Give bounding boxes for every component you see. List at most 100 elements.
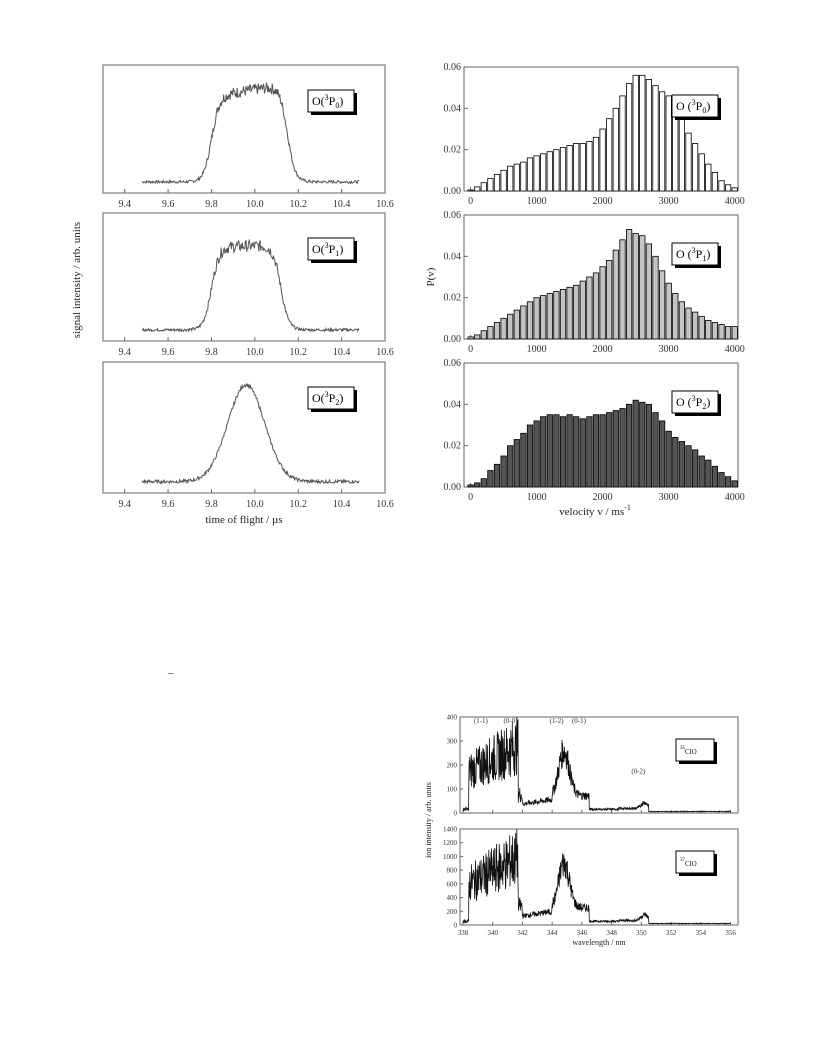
- bar: [553, 291, 560, 340]
- x-tick-label: 344: [547, 929, 558, 937]
- bar: [678, 441, 686, 488]
- bar: [606, 118, 613, 192]
- x-tick-label: 342: [517, 929, 528, 937]
- bar: [725, 476, 732, 488]
- bar: [500, 317, 507, 340]
- spectrum-frame: [459, 828, 739, 926]
- legend-sup: 3: [692, 246, 696, 255]
- bar: [665, 282, 672, 340]
- spectrum-trace: [462, 829, 731, 925]
- bar: [659, 91, 666, 192]
- y-tick-label: 0.06: [444, 358, 462, 369]
- x-tick-label: 4000: [725, 344, 745, 355]
- x-tick-label: 10.0: [246, 499, 264, 510]
- bar: [559, 147, 567, 192]
- legend-sup: 37: [680, 858, 686, 863]
- bar: [480, 478, 487, 488]
- bar: [553, 149, 560, 192]
- bar: [493, 174, 501, 192]
- x-tick-label: 9.6: [162, 499, 175, 510]
- spectrum-panel-37clo: 338 340 342 344 346 348 350 352 354 356 0 200 400 600…: [443, 826, 739, 947]
- x-tick-label: 2000: [593, 344, 613, 355]
- y-tick-label: 0.04: [444, 103, 462, 114]
- legend-box: [675, 850, 715, 874]
- tof-frame: [102, 361, 386, 494]
- bar: [474, 482, 481, 488]
- bar: [639, 235, 646, 340]
- bar: [606, 412, 613, 488]
- y-tick-label: 1000: [443, 853, 458, 861]
- x-tick-label: 354: [696, 929, 707, 937]
- bar: [705, 459, 712, 488]
- x-tick-label: 3000: [659, 492, 679, 503]
- bar: [731, 326, 738, 340]
- bar: [546, 293, 553, 340]
- bar: [467, 336, 474, 340]
- legend-label: O(3P0): [312, 93, 343, 110]
- y-tick-label: 600: [447, 880, 458, 888]
- legend-mid: P: [696, 247, 703, 261]
- bar: [626, 83, 633, 192]
- x-tick-label: 348: [606, 929, 617, 937]
- x-tick-label: 9.6: [162, 199, 175, 210]
- y-tick-label: 400: [447, 714, 458, 722]
- y-tick-label: 0.02: [444, 145, 462, 156]
- bar: [619, 95, 626, 192]
- band-annotation: (1-1): [474, 717, 489, 725]
- bar: [507, 445, 514, 488]
- x-tick-label: 1000: [527, 196, 547, 207]
- y-tick-label: 1400: [443, 826, 458, 834]
- bar: [731, 480, 738, 488]
- velocity-panel-p2: 0 1000 2000 3000 4000 0.00 0.02 0.04 0.06 O (3P2)…: [444, 358, 745, 518]
- bar: [559, 288, 567, 340]
- y-tick-label: 0.00: [444, 186, 462, 197]
- bar: [698, 153, 705, 192]
- bar: [705, 319, 712, 340]
- spectrum-panel-35clo: 0 100 200 300 400 35ClO (1-1) (0-0) (1-2) (0-1) (0…: [447, 714, 739, 818]
- x-tick-label: 0: [468, 492, 473, 503]
- bar: [500, 455, 507, 488]
- bar: [672, 436, 679, 488]
- y-tick-label: 0.04: [444, 251, 462, 262]
- bar: [513, 163, 520, 192]
- y-tick-label: 200: [447, 762, 458, 770]
- legend-sup: 3: [692, 394, 696, 403]
- bar: [685, 445, 692, 488]
- bar: [507, 313, 514, 340]
- bar: [612, 107, 619, 192]
- x-tick-label: 9.8: [205, 199, 218, 210]
- legend-pre: O (: [676, 247, 692, 261]
- legend-pre: O(: [312, 94, 325, 108]
- x-tick-label: 9.8: [205, 499, 218, 510]
- x-tick-label: 0: [468, 196, 473, 207]
- legend-pre: O (: [676, 395, 692, 409]
- bar: [487, 470, 494, 488]
- bar: [526, 424, 534, 488]
- x-tick-label: 9.8: [205, 347, 218, 358]
- x-axis-label: wavelength / nm: [572, 938, 626, 947]
- bar: [573, 284, 580, 340]
- bar: [566, 286, 573, 340]
- spectrum-trace: [462, 717, 731, 813]
- bar: [632, 233, 639, 340]
- legend-sub: 1: [702, 254, 706, 263]
- x-tick-label: 1000: [527, 492, 547, 503]
- legend-label: 37ClO: [680, 858, 697, 868]
- bar: [718, 472, 725, 488]
- bar: [619, 408, 626, 488]
- bar: [645, 403, 653, 488]
- bar: [493, 322, 501, 340]
- legend-label: O (3P0): [676, 98, 710, 115]
- tof-trace: [141, 238, 360, 333]
- y-tick-label: 0.00: [444, 482, 462, 493]
- bar: [526, 157, 534, 192]
- bar: [520, 305, 527, 340]
- legend-pre: O(: [312, 391, 325, 405]
- x-tick-label: 2000: [593, 492, 613, 503]
- bar: [592, 414, 600, 488]
- bar: [626, 403, 633, 488]
- bar: [692, 143, 699, 192]
- bar: [665, 430, 672, 488]
- legend-mid: ClO: [685, 860, 697, 868]
- legend-label: O(3P1): [312, 241, 343, 258]
